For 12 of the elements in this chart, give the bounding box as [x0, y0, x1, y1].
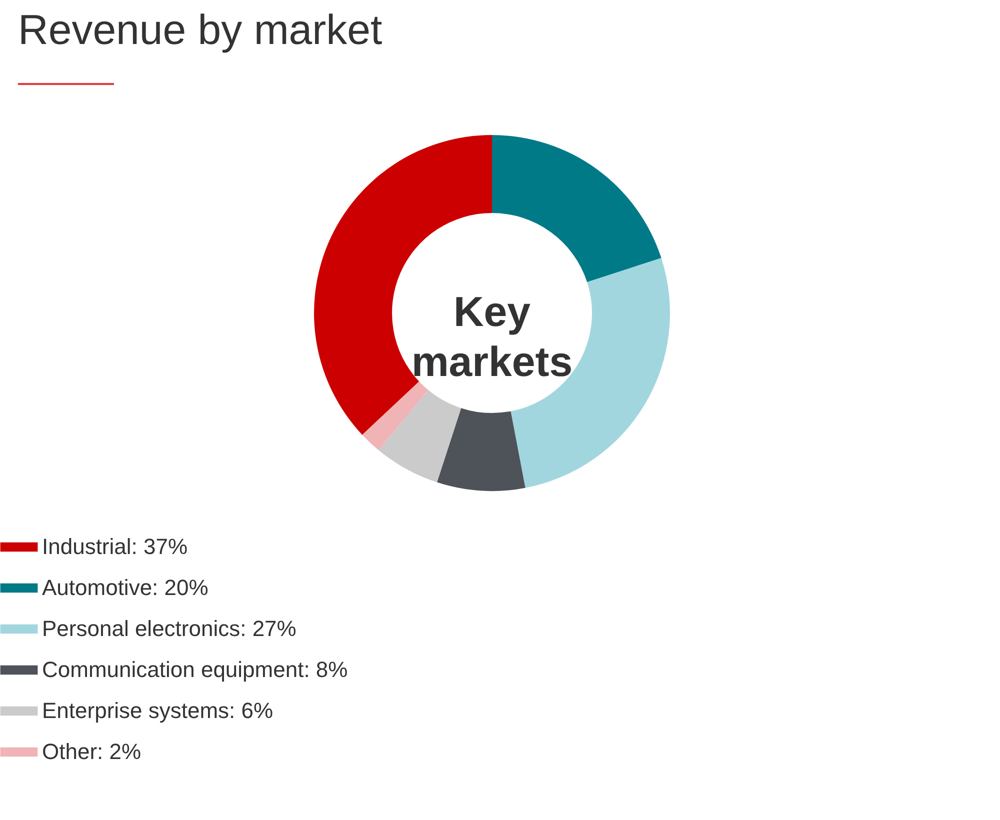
legend-label: Enterprise systems: 6% — [42, 698, 274, 723]
legend-label: Personal electronics: 27% — [42, 616, 296, 641]
legend-label: Communication equipment: 8% — [42, 657, 348, 682]
donut-slice — [362, 381, 428, 450]
legend-label: Automotive: 20% — [42, 575, 208, 600]
donut-slice — [378, 390, 462, 482]
chart-title: Revenue by market — [18, 6, 383, 53]
legend-label: Other: 2% — [42, 739, 142, 764]
donut-slice — [436, 408, 526, 491]
donut-slice — [492, 135, 662, 282]
text: Key markets — [411, 288, 573, 385]
legend-label: Industrial: 37% — [42, 534, 188, 559]
